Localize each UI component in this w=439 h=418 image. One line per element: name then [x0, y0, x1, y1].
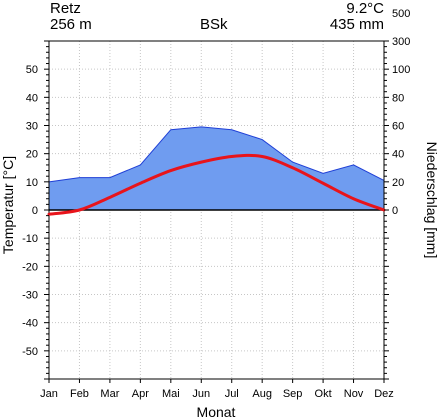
annual-precipitation: 435 mm — [329, 16, 384, 33]
temperature-line — [47, 153, 386, 216]
temp-tick-label: -50 — [22, 346, 38, 358]
month-tick-label: Sep — [283, 388, 303, 400]
month-tick-label: Jul — [225, 388, 239, 400]
temp-tick-label: 40 — [26, 92, 38, 104]
precipitation-series — [48, 126, 385, 210]
y-axis-label-precipitation: Niederschlag [mm] — [424, 142, 439, 259]
mean-temperature: 9.2°C — [346, 0, 384, 17]
x-axis-label: Monat — [197, 404, 236, 418]
plot-frame — [48, 40, 385, 380]
precipitation-area — [49, 126, 384, 210]
month-tick-label: Jun — [192, 388, 210, 400]
axes: -50-40-30-20-100102030405002040608010030… — [22, 8, 410, 400]
precip-tick-label: 60 — [392, 121, 404, 133]
station-name: Retz — [50, 0, 81, 17]
month-tick-label: Mar — [100, 388, 119, 400]
month-tick-label: Nov — [344, 388, 364, 400]
precip-tick-label: 80 — [392, 92, 404, 104]
month-tick-label: Okt — [315, 388, 332, 400]
y-axis-label-temperature: Temperatur [°C] — [0, 156, 16, 254]
month-tick-label: Mai — [162, 388, 180, 400]
month-tick-label: Dez — [374, 388, 394, 400]
station-elevation: 256 m — [50, 16, 92, 33]
month-tick-label: Jan — [40, 388, 58, 400]
temp-tick-label: 20 — [26, 149, 38, 161]
temp-tick-label: -30 — [22, 290, 38, 302]
temp-tick-label: 30 — [26, 121, 38, 133]
temp-tick-label: 10 — [26, 177, 38, 189]
temp-tick-label: -40 — [22, 318, 38, 330]
precip-tick-label: 0 — [392, 205, 398, 217]
precip-tick-label: 500 — [392, 8, 410, 20]
precipitation-line — [48, 126, 385, 183]
precip-tick-label: 40 — [392, 149, 404, 161]
precip-tick-label: 20 — [392, 177, 404, 189]
climate-classification: BSk — [200, 16, 228, 33]
temp-tick-label: -20 — [22, 261, 38, 273]
month-tick-label: Feb — [70, 388, 89, 400]
temp-tick-label: 50 — [26, 64, 38, 76]
precip-tick-label: 100 — [392, 64, 410, 76]
temp-tick-label: 0 — [32, 205, 38, 217]
temperature-series — [47, 153, 386, 216]
month-tick-label: Apr — [132, 388, 149, 400]
month-tick-label: Aug — [252, 388, 272, 400]
temp-tick-label: -10 — [22, 233, 38, 245]
precip-tick-label: 300 — [392, 36, 410, 48]
